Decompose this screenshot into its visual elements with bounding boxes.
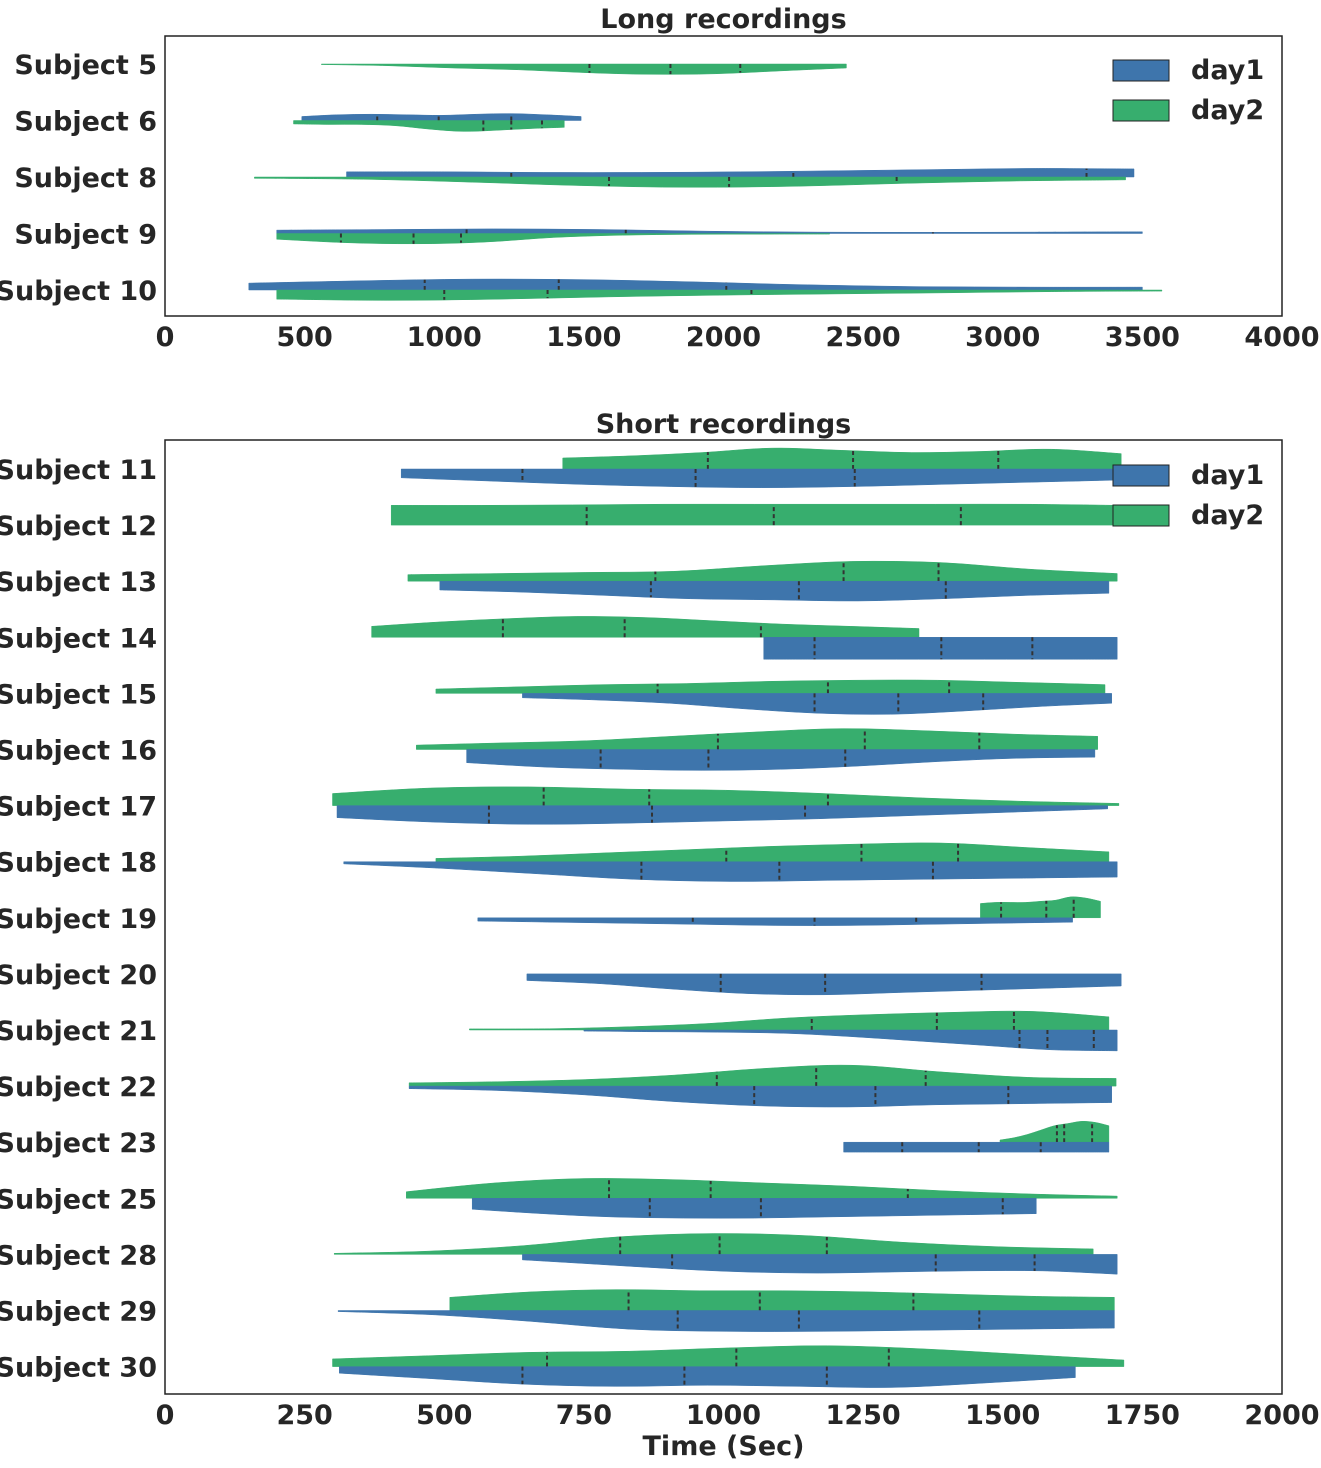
y-tick-label-subject-25: Subject 25: [0, 1184, 157, 1215]
violin-day2-subject-11: [562, 447, 1122, 470]
legend-label-day1: day1: [1191, 55, 1264, 86]
violin-day2-subject-25: [406, 1178, 1118, 1199]
x-tick-label-500: 500: [416, 1400, 472, 1431]
x-tick-label-1500: 1500: [965, 1400, 1040, 1431]
x-tick-label-1750: 1750: [1105, 1400, 1180, 1431]
legend-label-day2: day2: [1191, 500, 1264, 531]
violin-day2-subject-13: [407, 560, 1118, 582]
y-tick-label-subject-16: Subject 16: [0, 736, 157, 767]
legend-swatch-day1: [1112, 464, 1170, 487]
legend-swatch-day2: [1112, 504, 1170, 527]
y-tick-label-subject-23: Subject 23: [0, 1128, 157, 1159]
x-tick-label-1250: 1250: [826, 1400, 901, 1431]
x-tick-label-0: 0: [156, 1400, 175, 1431]
x-tick-label-4000: 4000: [1244, 322, 1319, 353]
violin-day1-subject-16: [466, 749, 1096, 771]
x-tick-label-0: 0: [156, 322, 175, 353]
violin-day2-subject-14: [371, 616, 920, 638]
x-tick-label-250: 250: [276, 1400, 332, 1431]
violin-day2-subject-19: [980, 896, 1101, 919]
x-tick-label-1000: 1000: [407, 322, 482, 353]
violin-day1-subject-25: [471, 1198, 1037, 1219]
x-axis-label: Time (Sec): [643, 1431, 805, 1462]
long-recordings-panel: Long recordings Subject 5 Subject 6 Subject…: [0, 4, 1320, 353]
panel-title: Short recordings: [596, 409, 852, 440]
violin-day1-subject-29: [337, 1310, 1115, 1332]
violin-day1-subject-23: [843, 1141, 1110, 1153]
violin-day2-subject-12: [390, 503, 1118, 526]
violin-day1-subject-15: [522, 693, 1112, 715]
violin-day2-subject-10: [276, 289, 1163, 301]
x-tick-label-3500: 3500: [1105, 322, 1180, 353]
y-tick-label-subject-17: Subject 17: [0, 792, 157, 823]
violin-day1-subject-10: [248, 278, 1143, 291]
legend-swatch-day2: [1112, 99, 1170, 122]
violin-day1-subject-17: [336, 805, 1108, 825]
plot-frame: [164, 35, 1283, 317]
short-recordings-panel: Short recordings Subject 11 Subject 12 Subj…: [0, 409, 1320, 1462]
y-tick-label-subject-9: Subject 9: [14, 220, 157, 251]
violin-day2-subject-22: [408, 1064, 1117, 1087]
violin-day2-subject-21: [469, 1010, 1110, 1031]
legend-label-day1: day1: [1191, 460, 1264, 491]
violin-day2-subject-15: [435, 679, 1106, 694]
y-tick-label-subject-22: Subject 22: [0, 1072, 157, 1103]
y-tick-label-subject-28: Subject 28: [0, 1240, 157, 1271]
violin-day2-subject-28: [333, 1233, 1094, 1255]
y-tick-label-subject-20: Subject 20: [0, 960, 157, 991]
y-tick-label-subject-8: Subject 8: [14, 163, 157, 194]
violin-day2-subject-6: [293, 120, 565, 132]
violin-day2-subject-23: [999, 1121, 1110, 1143]
y-tick-label-subject-21: Subject 21: [0, 1016, 157, 1047]
y-tick-label-subject-29: Subject 29: [0, 1297, 157, 1328]
y-tick-label-subject-13: Subject 13: [0, 567, 157, 598]
x-tick-label-3000: 3000: [965, 322, 1040, 353]
legend-swatch-day1: [1112, 59, 1170, 82]
violin-day2-subject-9: [276, 233, 830, 245]
y-tick-label-subject-15: Subject 15: [0, 679, 157, 710]
y-tick-label-subject-18: Subject 18: [0, 848, 157, 879]
y-tick-label-subject-6: Subject 6: [14, 107, 157, 138]
y-tick-label-subject-11: Subject 11: [0, 455, 157, 486]
violin-day1-subject-20: [526, 973, 1122, 996]
x-tick-label-2000: 2000: [686, 322, 761, 353]
x-tick-label-1500: 1500: [546, 322, 621, 353]
x-tick-label-1000: 1000: [686, 1400, 761, 1431]
violin-day1-subject-19: [477, 917, 1073, 926]
x-tick-label-500: 500: [276, 322, 332, 353]
x-tick-label-2500: 2500: [826, 322, 901, 353]
x-tick-label-2000: 2000: [1244, 1400, 1319, 1431]
violin-day1-subject-18: [343, 861, 1118, 882]
y-tick-label-subject-30: Subject 30: [0, 1353, 157, 1384]
panel-title: Long recordings: [600, 4, 846, 35]
violin-day1-subject-13: [439, 580, 1110, 602]
legend-label-day2: day2: [1191, 95, 1264, 126]
plot-frame: [164, 439, 1283, 1395]
violin-day2-subject-16: [416, 728, 1098, 750]
y-tick-label-subject-19: Subject 19: [0, 904, 157, 935]
violin-day2-subject-17: [332, 786, 1120, 806]
violin-day2-subject-29: [449, 1289, 1115, 1311]
violin-day1-subject-11: [400, 468, 1122, 488]
violin-day1-subject-28: [522, 1254, 1118, 1275]
violin-day1-subject-30: [339, 1366, 1076, 1388]
violin-day1-subject-6: [301, 113, 582, 121]
violin-day1-subject-22: [408, 1085, 1112, 1108]
y-tick-label-subject-14: Subject 14: [0, 623, 157, 654]
violin-day2-subject-30: [332, 1345, 1125, 1367]
violin-day1-subject-21: [583, 1029, 1118, 1052]
violin-day1-subject-8: [346, 168, 1135, 178]
y-tick-label-subject-10: Subject 10: [0, 276, 157, 307]
x-tick-label-750: 750: [556, 1400, 612, 1431]
violin-day2-subject-5: [321, 63, 847, 75]
y-tick-label-subject-12: Subject 12: [0, 511, 157, 542]
violin-day1-subject-9: [276, 228, 1143, 234]
violin-day2-subject-18: [435, 842, 1110, 862]
violin-day2-subject-8: [254, 176, 1126, 188]
y-tick-label-subject-5: Subject 5: [14, 50, 157, 81]
